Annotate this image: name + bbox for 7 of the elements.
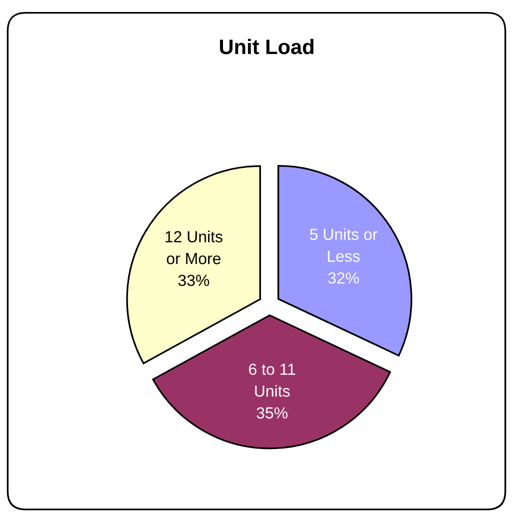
slice-label: 5 Units or Less (310, 228, 378, 262)
data-label: 33% (178, 274, 210, 286)
slice-label: 6 to 11 Units (249, 364, 296, 397)
data-label: 32% (328, 272, 359, 284)
chart-title: Unit Load (220, 38, 314, 54)
slice-label: 12 Units or More (166, 230, 222, 264)
data-label: 35% (256, 407, 288, 419)
